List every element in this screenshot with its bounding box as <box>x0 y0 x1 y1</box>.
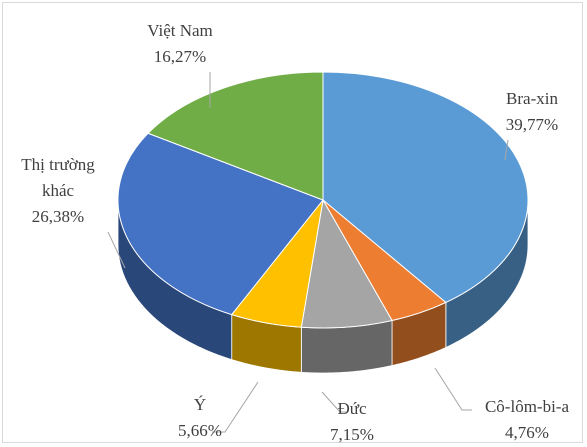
value-label: 7,15% <box>330 425 374 444</box>
value-label: 5,66% <box>178 421 222 440</box>
value-label: 4,76% <box>505 423 549 442</box>
data-label: Bra-xin 39,77% <box>492 86 572 138</box>
chart-frame <box>2 2 583 443</box>
data-label: Việt Nam 16,27% <box>130 18 230 70</box>
leader-line <box>107 231 126 269</box>
value-label: 16,27% <box>153 47 207 66</box>
leader-line <box>321 391 346 413</box>
category-label: Đức <box>337 399 367 418</box>
leader-line <box>212 381 259 433</box>
slice <box>322 71 529 304</box>
value-label: 26,38% <box>31 207 85 226</box>
category-label: Ý <box>193 395 207 414</box>
category-label: Việt Nam <box>147 21 213 40</box>
data-label: Cô-lôm-bi-a 4,76% <box>472 394 582 446</box>
category-label: Bra-xin <box>506 89 558 108</box>
slice <box>117 132 324 316</box>
data-label: Thị trường khác 26,38% <box>8 152 108 230</box>
data-label: Đức 7,15% <box>312 396 392 447</box>
category-label: Thị trường khác <box>21 155 95 200</box>
value-label: 39,77% <box>505 115 559 134</box>
leader-line <box>504 139 509 161</box>
data-label: Ý 5,66% <box>160 392 240 444</box>
leader-line <box>434 367 472 411</box>
slice <box>147 71 324 201</box>
category-label: Cô-lôm-bi-a <box>484 397 570 416</box>
